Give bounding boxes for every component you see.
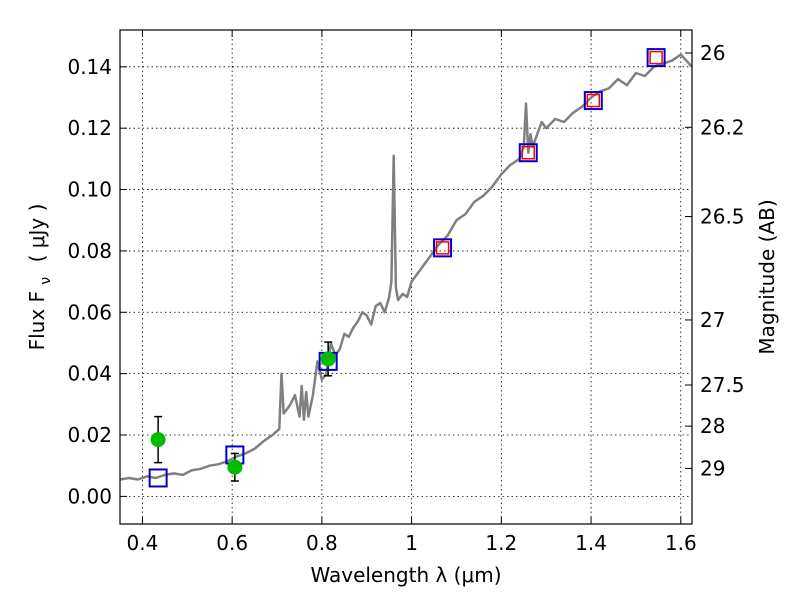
plot-data: [120, 48, 692, 488]
y-axis-label-main: Flux F: [25, 291, 49, 350]
x-tick-label: 1.2: [485, 531, 517, 555]
observed-photometry-green-point: [227, 459, 243, 475]
model-photometry-point: [148, 468, 168, 488]
x-axis-label: Wavelength λ (μm): [310, 563, 501, 587]
right-tick-label: 28: [700, 414, 725, 438]
x-tick-label: 1: [405, 531, 418, 555]
y-tick-label: 0.00: [67, 484, 112, 508]
observed-photometry-red-point: [521, 145, 536, 160]
y-tick-label: 0.06: [67, 300, 112, 324]
x-axis: 0.4 0.6 0.8 1 1.2 1.4 1.6: [127, 30, 697, 555]
right-axis-label: Magnitude (AB): [755, 199, 779, 354]
right-tick-label: 26: [700, 41, 725, 65]
y-tick-label: 0.08: [67, 239, 112, 263]
x-tick-label: 0.4: [127, 531, 159, 555]
plot-frame: [119, 29, 693, 525]
y-tick-label: 0.10: [67, 178, 112, 202]
observed-photometry-red-point: [586, 93, 601, 108]
right-tick-label: 27: [700, 308, 725, 332]
x-tick-label: 0.8: [306, 531, 338, 555]
model-spectrum-line: [120, 53, 692, 481]
x-tick-label: 1.4: [575, 531, 607, 555]
y-tick-label: 0.14: [67, 55, 112, 79]
observed-photometry-green-point: [150, 432, 166, 448]
y-axis-left: 0.00 0.02 0.04 0.06 0.08 0.10 0.12 0.14: [67, 55, 127, 508]
grid: [120, 30, 692, 524]
model-photometry-point: [433, 238, 453, 258]
observed-photometry-green-point: [320, 351, 336, 367]
right-tick-label: 26.2: [700, 115, 745, 139]
y-tick-label: 0.02: [67, 423, 112, 447]
model-photometry-point: [518, 143, 538, 163]
observed-photometry-red-point: [435, 241, 450, 255]
model-photometry-point: [583, 91, 603, 111]
x-tick-label: 1.6: [665, 531, 697, 555]
right-tick-label: 29: [700, 456, 725, 480]
y-axis-label-subscript: ν: [38, 277, 54, 285]
x-tick-label: 0.6: [216, 531, 248, 555]
right-tick-label: 27.5: [700, 373, 745, 397]
observed-photometry-red-point: [649, 50, 663, 65]
model-photometry-point: [646, 48, 666, 68]
y-axis-right: 26 26.2 26.5 27 27.5 28 29: [685, 41, 745, 480]
y-tick-label: 0.12: [67, 116, 112, 140]
y-axis-label: Flux F ν ( μJy ): [25, 204, 55, 351]
y-axis-label-unit: ( μJy ): [25, 204, 49, 263]
right-tick-label: 26.5: [700, 205, 745, 229]
y-tick-label: 0.04: [67, 362, 112, 386]
